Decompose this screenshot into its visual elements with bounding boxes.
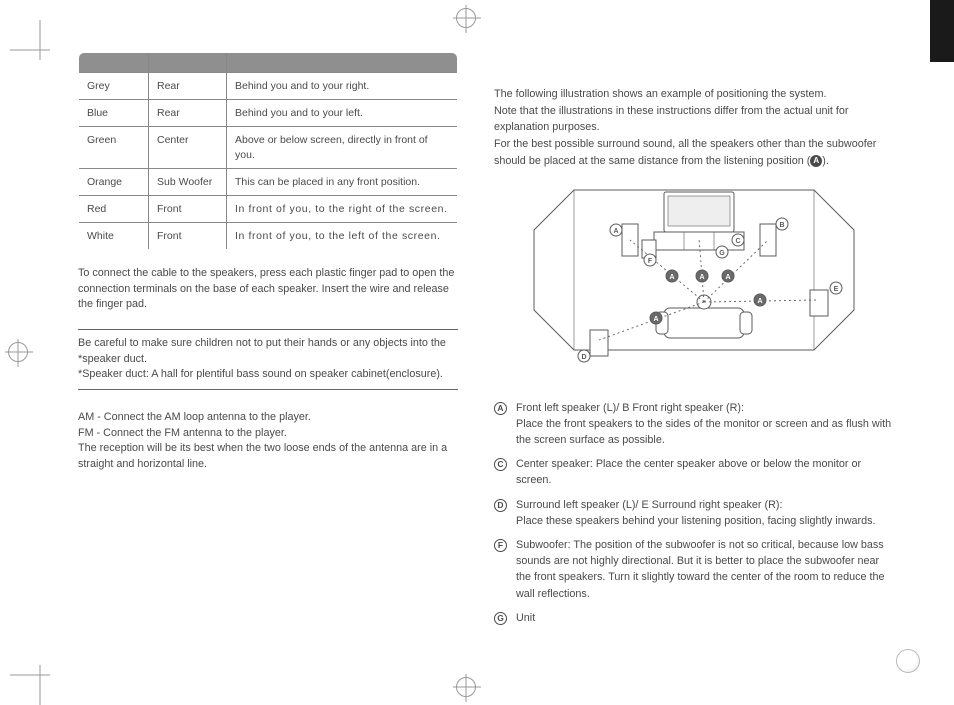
positioning-diagram: A A A A A A B C D E F G (494, 180, 894, 388)
svg-text:A: A (757, 297, 762, 304)
antenna-section: AM - Connect the AM loop antenna to the … (78, 404, 458, 473)
svg-text:A: A (699, 273, 704, 280)
speaker-legend: A Front left speaker (L)/ B Front right … (494, 400, 894, 626)
intro-line-3: For the best possible surround sound, al… (494, 136, 894, 169)
svg-text:G: G (719, 249, 725, 256)
table-row: WhiteFrontIn front of you, to the left o… (79, 223, 458, 250)
table-row: GreenCenterAbove or below screen, direct… (79, 127, 458, 168)
table-row: RedFrontIn front of you, to the right of… (79, 195, 458, 222)
side-tab (930, 0, 954, 62)
intro-line-2: Note that the illustrations in these ins… (494, 103, 894, 136)
am-line: AM - Connect the AM loop antenna to the … (78, 410, 458, 426)
legend-item-f: F Subwoofer: The position of the subwoof… (494, 537, 894, 602)
intro-line-1: The following illustration shows an exam… (494, 86, 894, 103)
table-row: GreyRearBehind you and to your right. (79, 73, 458, 100)
speaker-color-table: GreyRearBehind you and to your right.Blu… (78, 52, 458, 250)
caution-line-1: Be careful to make sure children not to … (78, 336, 458, 367)
positioning-intro: The following illustration shows an exam… (494, 86, 894, 170)
legend-item-c: C Center speaker: Place the center speak… (494, 456, 894, 488)
svg-text:A: A (613, 227, 618, 234)
svg-text:C: C (735, 237, 740, 244)
caution-section: Be careful to make sure children not to … (78, 329, 458, 390)
svg-text:A: A (653, 315, 658, 322)
svg-text:A: A (669, 273, 674, 280)
svg-text:F: F (648, 257, 653, 264)
legend-item-a: A Front left speaker (L)/ B Front right … (494, 400, 894, 449)
legend-item-g: G Unit (494, 610, 894, 626)
table-row: OrangeSub WooferThis can be placed in an… (79, 168, 458, 195)
connect-paragraph: To connect the cable to the speakers, pr… (78, 266, 458, 313)
svg-text:D: D (581, 353, 586, 360)
legend-item-d: D Surround left speaker (L)/ E Surround … (494, 497, 894, 529)
inline-marker-a: A (810, 155, 822, 167)
page-marker (896, 649, 920, 673)
fm-line: FM - Connect the FM antenna to the playe… (78, 426, 458, 442)
caution-line-2: *Speaker duct: A hall for plentiful bass… (78, 367, 458, 383)
table-row: BlueRearBehind you and to your left. (79, 100, 458, 127)
reception-line: The reception will be its best when the … (78, 441, 458, 472)
legend-a-body: Place the front speakers to the sides of… (516, 418, 891, 446)
svg-text:A: A (725, 273, 730, 280)
svg-text:E: E (834, 285, 839, 292)
svg-text:B: B (779, 221, 784, 228)
legend-d-body: Place these speakers behind your listeni… (516, 515, 876, 527)
